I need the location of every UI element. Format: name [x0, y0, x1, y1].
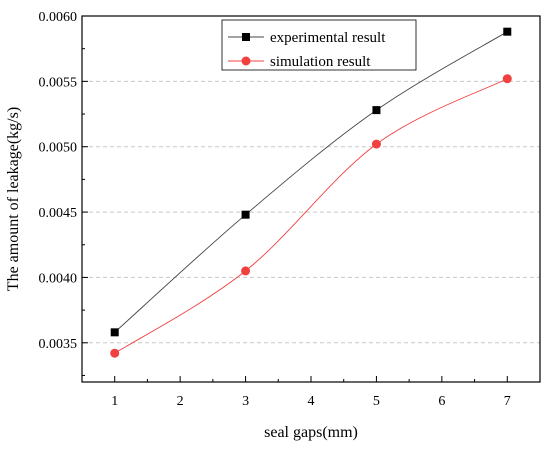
data-point-square	[110, 328, 119, 337]
x-axis-label: seal gaps(mm)	[264, 424, 358, 441]
legend: experimental result simulation result	[221, 19, 417, 71]
y-tick-label: 0.0060	[39, 10, 78, 25]
x-tick-label: 1	[111, 394, 118, 409]
legend-label: simulation result	[270, 54, 371, 70]
legend-box	[221, 19, 417, 71]
data-point-square	[241, 210, 250, 219]
data-point-circle	[502, 74, 512, 84]
series-line	[114, 31, 508, 333]
data-point-circle	[110, 348, 120, 358]
y-tick-label: 0.0055	[39, 75, 78, 90]
legend-marker-square	[242, 33, 250, 41]
legend-marker-circle	[241, 56, 251, 66]
y-tick-label: 0.0035	[39, 337, 78, 352]
x-tick-label: 2	[177, 394, 184, 409]
y-axis: 0.0035 0.0040 0.0045 0.0050 0.0055 0.0060	[39, 10, 88, 376]
data-point-square	[503, 27, 512, 36]
series-layer	[110, 27, 512, 358]
x-axis: 1 2 3 4 5 6 7	[81, 376, 541, 409]
y-tick-label: 0.0045	[39, 206, 78, 221]
data-point-square	[372, 106, 381, 115]
series-line	[114, 78, 508, 354]
gridlines	[82, 80, 540, 344]
x-tick-label: 6	[438, 394, 445, 409]
y-tick-label: 0.0040	[39, 271, 78, 286]
plot-frame	[81, 15, 541, 383]
x-tick-label: 5	[373, 394, 380, 409]
y-axis-label: The amount of leakage(kg/s)	[5, 107, 22, 291]
legend-label: experimental result	[270, 30, 386, 46]
x-tick-label: 7	[504, 394, 511, 409]
x-tick-label: 3	[242, 394, 249, 409]
x-tick-label: 4	[308, 394, 315, 409]
data-point-circle	[371, 139, 381, 149]
data-point-circle	[241, 266, 251, 276]
y-tick-label: 0.0050	[39, 141, 78, 156]
